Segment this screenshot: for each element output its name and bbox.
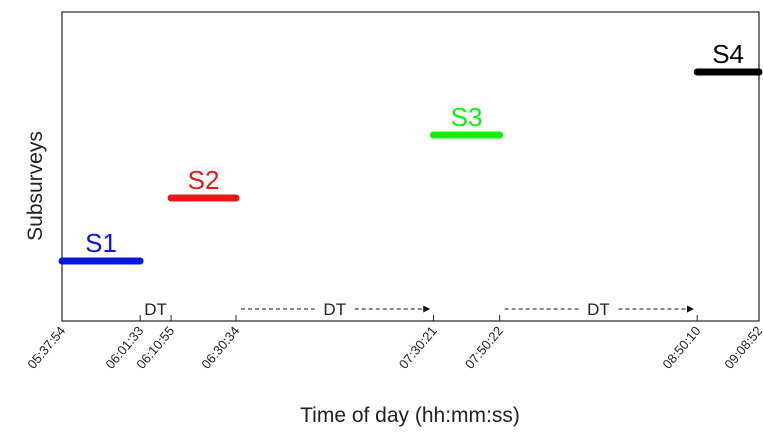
x-tick-label: 07:50:22 <box>462 323 506 371</box>
segment-label-s2: S2 <box>188 165 220 195</box>
downtime-label-1: DT <box>144 300 167 319</box>
segment-label-s3: S3 <box>451 102 483 132</box>
x-tick-label: 06:30:34 <box>198 323 242 371</box>
segment-label-s4: S4 <box>712 39 744 69</box>
plot-frame <box>61 11 760 322</box>
downtime-label-2: DT <box>323 300 346 319</box>
x-tick-label: 08:50:10 <box>659 323 703 371</box>
x-tick-label: 09:08:52 <box>721 323 763 371</box>
y-axis-title: Subsurveys <box>24 131 47 241</box>
x-axis-title: Time of day (hh:mm:ss) <box>300 404 520 427</box>
segment-label-s1: S1 <box>85 228 117 258</box>
downtime-layer: DT DT DT <box>144 300 694 319</box>
segments-layer: S1 S2 S3 S4 <box>58 39 763 265</box>
downtime-label-3: DT <box>587 300 610 319</box>
x-tick-label: 07:30:21 <box>396 323 440 371</box>
x-tick-label: 05:37:54 <box>24 323 68 371</box>
